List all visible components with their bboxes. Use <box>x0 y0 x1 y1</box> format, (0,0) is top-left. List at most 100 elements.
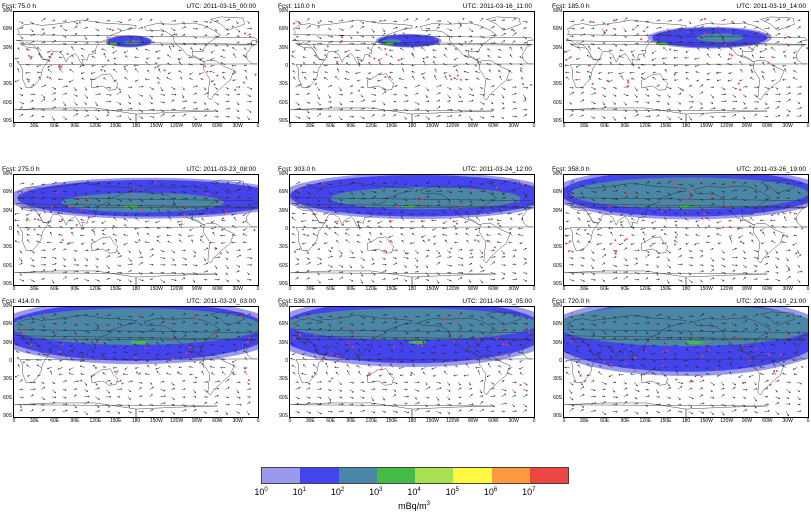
longitude-tick-label: 90E <box>621 418 630 424</box>
longitude-tick-label: 120W <box>170 286 183 292</box>
longitude-tick-label: 90W <box>468 286 478 292</box>
latitude-tick-label: 30S <box>0 81 12 87</box>
longitude-tick-label: 0 <box>533 123 536 129</box>
latitude-tick-label: 90N <box>550 8 562 14</box>
tick-exponent: 5 <box>456 487 459 493</box>
longitude-tick-label: 150E <box>660 286 672 292</box>
latitude-tick-label: 90N <box>550 303 562 309</box>
utc-time-label: UTC: 2011-04-03_05:00 <box>462 298 532 305</box>
longitude-tick-label: 30E <box>306 418 315 424</box>
latitude-tick-label: 60N <box>276 189 288 195</box>
longitude-tick-label: 180 <box>132 286 140 292</box>
colorbar <box>261 467 569 484</box>
longitude-tick-label: 150W <box>150 123 163 129</box>
longitude-tick-label: 30W <box>509 418 519 424</box>
latitude-tick-label: 90S <box>276 413 288 419</box>
longitude-tick-label: 150E <box>660 418 672 424</box>
map-panel: Fcst: 110.0 h UTC: 2011-03-16_11:00 90N 60N… <box>276 3 534 131</box>
latitude-tick-label: 30S <box>550 81 562 87</box>
longitude-tick-label: 0 <box>807 418 810 424</box>
longitude-tick-label: 150W <box>426 418 439 424</box>
longitude-tick-label: 0 <box>257 286 260 292</box>
longitude-tick-label: 120E <box>639 418 651 424</box>
longitude-tick-label: 0 <box>563 418 566 424</box>
utc-time-label: UTC: 2011-03-16_11:00 <box>463 3 532 10</box>
tick-exponent: 4 <box>417 487 420 493</box>
latitude-tick-label: 90S <box>0 281 12 287</box>
map-canvas <box>290 307 534 417</box>
latitude-tick-label: 30S <box>0 376 12 382</box>
longitude-tick-label: 150E <box>110 418 122 424</box>
longitude-tick-label: 90E <box>347 418 356 424</box>
longitude-tick-label: 150E <box>386 286 398 292</box>
longitude-tick-label: 90W <box>742 418 752 424</box>
longitude-tick-label: 150E <box>110 286 122 292</box>
world-map <box>289 174 535 286</box>
map-canvas <box>290 12 534 122</box>
latitude-tick-label: 90N <box>276 8 288 14</box>
longitude-tick-label: 90E <box>71 418 80 424</box>
latitude-tick-label: 60N <box>276 321 288 327</box>
latitude-tick-label: 90N <box>276 303 288 309</box>
longitude-tick-label: 90E <box>71 286 80 292</box>
longitude-tick-label: 120E <box>89 418 101 424</box>
longitude-tick-label: 60W <box>212 123 222 129</box>
longitude-tick-label: 180 <box>132 418 140 424</box>
longitude-tick-label: 60E <box>600 286 609 292</box>
tick-base: 10 <box>522 487 532 497</box>
longitude-tick-label: 60E <box>326 418 335 424</box>
latitude-tick-label: 30S <box>550 244 562 250</box>
utc-time-label: UTC: 2011-03-26_19:00 <box>736 166 806 173</box>
longitude-tick-label: 150E <box>386 418 398 424</box>
longitude-tick-label: 60W <box>762 418 772 424</box>
latitude-tick-label: 90N <box>0 171 12 177</box>
station-markers <box>26 21 257 90</box>
tick-base: 10 <box>254 487 264 497</box>
longitude-tick-label: 60W <box>488 418 498 424</box>
longitude-tick-label: 150W <box>150 418 163 424</box>
world-map <box>13 174 259 286</box>
map-panel: Fcst: 720.0 h UTC: 2011-04-10_21:00 90N 60N… <box>550 298 808 426</box>
utc-time-label: UTC: 2011-04-10_21:00 <box>736 298 806 305</box>
longitude-tick-label: 180 <box>408 123 416 129</box>
longitude-tick-label: 120W <box>446 418 459 424</box>
latitude-tick-label: 60S <box>0 100 12 106</box>
latitude-tick-label: 90N <box>0 303 12 309</box>
longitude-tick-label: 0 <box>257 123 260 129</box>
longitude-tick-label: 0 <box>563 286 566 292</box>
latitude-tick-label: 60N <box>550 321 562 327</box>
latitude-tick-label: 0 <box>0 358 12 364</box>
longitude-tick-label: 0 <box>563 123 566 129</box>
longitude-tick-label: 60W <box>762 123 772 129</box>
map-panel: Fcst: 303.0 h UTC: 2011-03-24_12:00 90N 60N… <box>276 166 534 294</box>
latitude-tick-label: 30N <box>276 208 288 214</box>
latitude-tick-label: 60S <box>550 395 562 401</box>
plume-shading <box>106 35 153 47</box>
longitude-tick-label: 0 <box>289 418 292 424</box>
longitude-tick-label: 30E <box>580 418 589 424</box>
longitude-tick-label: 150W <box>150 286 163 292</box>
latitude-tick-label: 90N <box>276 171 288 177</box>
longitude-tick-label: 30E <box>30 286 39 292</box>
latitude-tick-label: 30N <box>0 340 12 346</box>
longitude-tick-label: 30W <box>509 123 519 129</box>
longitude-tick-label: 30E <box>306 123 315 129</box>
longitude-tick-label: 120E <box>365 123 377 129</box>
longitude-tick-label: 120W <box>446 286 459 292</box>
latitude-tick-label: 30N <box>0 208 12 214</box>
longitude-tick-label: 180 <box>682 418 690 424</box>
longitude-tick-label: 60W <box>488 286 498 292</box>
latitude-tick-label: 30S <box>276 244 288 250</box>
longitude-tick-label: 60E <box>326 286 335 292</box>
longitude-tick-label: 90E <box>347 123 356 129</box>
map-canvas <box>564 307 808 417</box>
longitude-tick-label: 60E <box>50 286 59 292</box>
longitude-tick-label: 0 <box>807 286 810 292</box>
longitude-tick-label: 90E <box>71 123 80 129</box>
longitude-tick-label: 0 <box>289 286 292 292</box>
tick-base: 10 <box>407 487 417 497</box>
tick-base: 10 <box>484 487 494 497</box>
map-canvas <box>564 175 808 285</box>
wind-vectors <box>291 18 527 120</box>
latitude-tick-label: 60N <box>0 26 12 32</box>
